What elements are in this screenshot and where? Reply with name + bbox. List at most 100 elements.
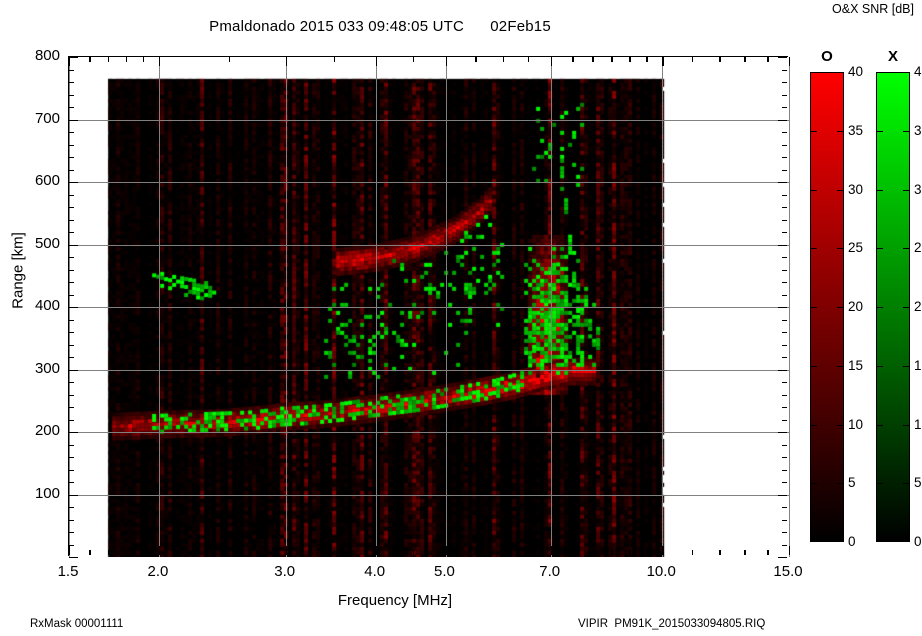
colorbar-x-label-10: 10 (914, 416, 922, 432)
tick-y-right-640 (782, 157, 787, 159)
tick-x-5.5 (475, 550, 477, 555)
tick-x-top-6.5 (527, 57, 529, 62)
tick-x-top-1.9 (142, 57, 145, 62)
tick-y-160 (69, 457, 74, 459)
colorbar-x-tick-5 (876, 483, 883, 485)
tick-x-1.6 (89, 550, 91, 555)
tick-y-right-220 (782, 419, 787, 421)
tick-y-440 (69, 282, 74, 284)
tick-x-8 (592, 550, 594, 555)
colorbar-o-label-0: 0 (848, 534, 856, 549)
tick-x-top-11 (692, 57, 694, 62)
y-tick-label-800: 800 (34, 47, 60, 64)
tick-x-top-13 (744, 57, 746, 62)
tick-y-260 (69, 394, 74, 396)
colorbar-o-tick-r-15 (837, 365, 844, 367)
colorbar-o-tick-r-35 (837, 130, 844, 132)
tick-y-right-200 (778, 432, 787, 434)
tick-x-6.5 (527, 550, 529, 555)
tick-y-340 (69, 344, 74, 346)
colorbar-x-tick-10 (876, 424, 883, 426)
ionogram-plot[interactable] (68, 56, 791, 559)
tick-y-right-540 (782, 219, 787, 221)
tick-y-420 (69, 294, 74, 296)
colorbar-x-label-15: 15 (914, 357, 922, 373)
tick-y-right-740 (782, 94, 787, 96)
tick-y-180 (69, 444, 74, 446)
tick-x-13 (744, 550, 746, 555)
x-tick-label-1.5: 1.5 (57, 563, 79, 580)
x-tick-label-15.0: 15.0 (773, 563, 803, 580)
tick-y-460 (69, 269, 74, 271)
x-tick-label-3.0: 3.0 (274, 563, 296, 580)
colorbar-o-label-25: 25 (848, 240, 864, 256)
tick-y-740 (69, 94, 74, 96)
tick-y-right-40 (782, 532, 787, 534)
colorbar-x-label-25: 25 (914, 240, 922, 256)
tick-y-200 (69, 432, 78, 434)
tick-y-20 (69, 544, 74, 546)
tick-y-right-240 (782, 407, 787, 409)
y-tick-label-200: 200 (34, 422, 60, 439)
tick-y-right-660 (782, 144, 787, 146)
y-tick-label-100: 100 (34, 484, 60, 502)
colorbar-header: O&X SNR [dB] (832, 2, 914, 16)
tick-x-top-1.7 (108, 57, 110, 62)
colorbar-o-tick-30 (810, 189, 817, 191)
tick-y-80 (69, 507, 74, 509)
tick-y-620 (69, 169, 74, 171)
tick-y-right-720 (782, 107, 787, 109)
colorbar-o-title: O (821, 48, 833, 65)
footer-source: VIPIR PM91K_2015033094805.RIQ (578, 618, 766, 630)
tick-y-right-480 (782, 257, 787, 259)
tick-y-520 (69, 232, 74, 234)
tick-y-380 (69, 319, 74, 321)
colorbar-x-title: X (887, 48, 898, 65)
tick-y-right-60 (782, 519, 787, 521)
x-axis-label: Frequency [MHz] (337, 592, 453, 609)
footer-rxmask: RxMask 00001111 (30, 618, 124, 630)
colorbar-o-tick-20 (810, 307, 817, 309)
tick-x-top-12 (719, 57, 721, 62)
colorbar-o-label-15: 15 (848, 357, 864, 373)
tick-x-7 (550, 546, 553, 555)
gridline-y-400 (69, 307, 789, 308)
tick-y-780 (69, 69, 74, 71)
tick-x-3.5 (333, 550, 336, 555)
y-tick-label-400: 400 (34, 297, 60, 314)
tick-y-140 (69, 469, 74, 471)
tick-y-500 (69, 244, 78, 246)
y-tick-label-300: 300 (34, 359, 60, 377)
colorbar-x-tick-r-20 (903, 307, 910, 309)
tick-x-11 (692, 550, 694, 555)
x-tick-label-2.0: 2.0 (147, 563, 169, 580)
tick-x-2 (159, 546, 161, 555)
tick-y-300 (69, 369, 78, 371)
gridline-y-100 (69, 494, 789, 496)
gridline-y-600 (69, 182, 789, 183)
colorbar-o-label-30: 30 (848, 181, 864, 197)
tick-y-right-360 (782, 332, 787, 334)
tick-y-0 (69, 557, 78, 559)
tick-y-right-20 (782, 544, 787, 546)
tick-y-700 (69, 119, 78, 121)
tick-x-top-3.5 (333, 57, 336, 62)
y-axis-label: Range [km] (9, 232, 27, 309)
tick-y-right-100 (778, 494, 787, 496)
tick-y-560 (69, 207, 74, 209)
tick-x-top-9 (629, 57, 631, 62)
colorbar-x-tick-30 (876, 189, 883, 191)
tick-x-top-7 (550, 57, 553, 66)
tick-x-1.9 (142, 550, 145, 555)
colorbar-x-label-0: 0 (914, 534, 922, 549)
tick-y-60 (69, 519, 74, 521)
colorbar-o-tick-5 (810, 483, 817, 485)
tick-y-280 (69, 382, 74, 384)
tick-y-right-160 (782, 457, 787, 459)
tick-x-5 (445, 546, 447, 555)
tick-x-top-6 (502, 57, 504, 62)
tick-x-4 (375, 546, 378, 555)
tick-y-right-120 (782, 482, 787, 484)
gridline-y-300 (69, 369, 789, 371)
tick-y-right-440 (782, 282, 787, 284)
